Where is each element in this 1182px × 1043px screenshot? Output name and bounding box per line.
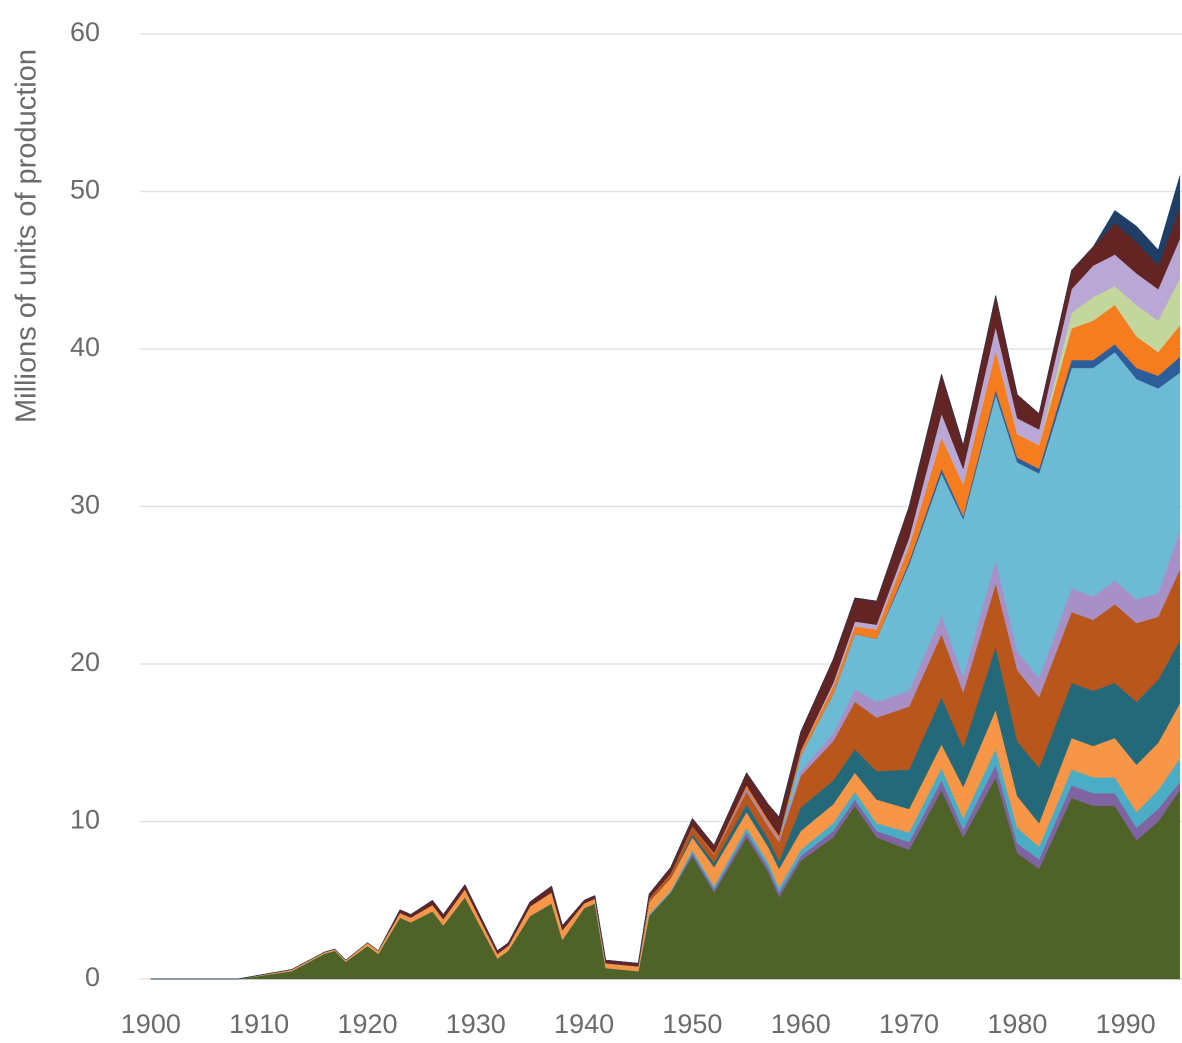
x-tick-label: 1980 — [987, 1009, 1047, 1039]
x-tick-label: 1960 — [771, 1009, 831, 1039]
y-tick-label: 60 — [70, 17, 100, 47]
x-tick-label: 1910 — [229, 1009, 289, 1039]
x-tick-label: 1990 — [1096, 1009, 1156, 1039]
x-tick-label: 1950 — [662, 1009, 722, 1039]
y-tick-label: 20 — [70, 647, 100, 677]
y-tick-label: 30 — [70, 490, 100, 520]
x-tick-label: 1920 — [337, 1009, 397, 1039]
y-tick-label: 40 — [70, 332, 100, 362]
area-series — [150, 175, 1181, 980]
grid — [140, 33, 1182, 980]
y-tick-label: 50 — [70, 175, 100, 205]
x-tick-label: 1970 — [879, 1009, 939, 1039]
x-tick-label: 1930 — [446, 1009, 506, 1039]
y-tick-label: 0 — [85, 962, 100, 992]
y-tick-label: 10 — [70, 805, 100, 835]
areas — [150, 175, 1181, 980]
labels: Millions of units of production 0 10 20 30 4… — [11, 17, 1156, 1039]
x-tick-label: 1900 — [121, 1009, 181, 1039]
y-axis-label: Millions of units of production — [11, 49, 43, 423]
x-tick-label: 1940 — [554, 1009, 614, 1039]
